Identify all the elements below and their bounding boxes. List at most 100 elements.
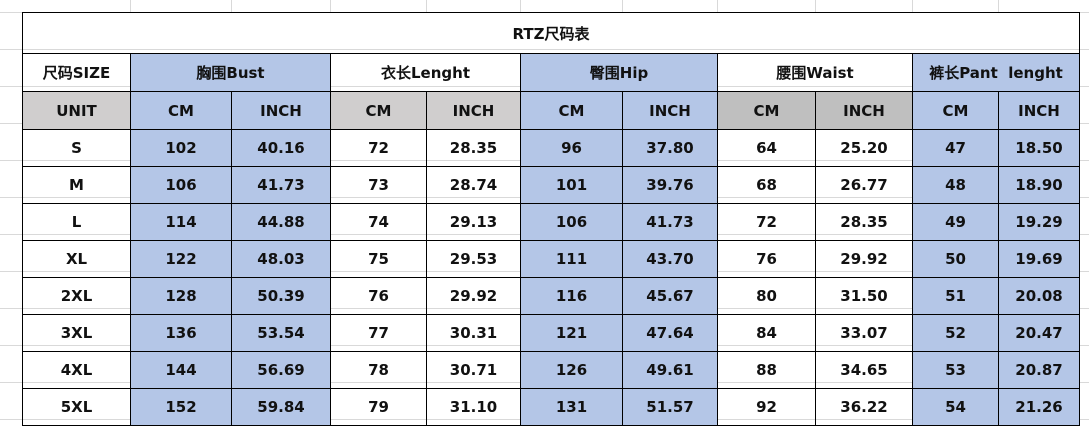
value-cell: 45.67	[622, 277, 718, 315]
value-cell: 28.35	[426, 129, 521, 167]
header-bust: 胸围Bust	[130, 53, 331, 92]
value-cell: 36.22	[815, 388, 913, 426]
table-title: RTZ尺码表	[22, 12, 1080, 54]
value-cell: 43.70	[622, 240, 718, 278]
value-cell: 51.57	[622, 388, 718, 426]
size-chart-table: RTZ尺码表 尺码SIZE 胸围Bust 衣长Lenght 臀围Hip 腰围Wa…	[22, 12, 1080, 426]
value-cell: 28.35	[815, 203, 913, 241]
value-cell: 74	[330, 203, 427, 241]
value-cell: 31.50	[815, 277, 913, 315]
pant-cm: CM	[912, 91, 999, 130]
table-row: S 102 40.16 72 28.35 96 37.80 64 25.20 47 18.50	[22, 129, 1080, 167]
value-cell: 34.65	[815, 351, 913, 389]
length-inch: INCH	[426, 91, 521, 130]
value-cell: 33.07	[815, 314, 913, 352]
value-cell: 76	[330, 277, 427, 315]
value-cell: 73	[330, 166, 427, 204]
value-cell: 114	[130, 203, 232, 241]
value-cell: 64	[717, 129, 816, 167]
value-cell: 72	[330, 129, 427, 167]
value-cell: 30.31	[426, 314, 521, 352]
value-cell: 53	[912, 351, 999, 389]
size-cell: L	[22, 203, 131, 241]
size-cell: XL	[22, 240, 131, 278]
value-cell: 48	[912, 166, 999, 204]
value-cell: 152	[130, 388, 232, 426]
hip-cm: CM	[520, 91, 623, 130]
value-cell: 76	[717, 240, 816, 278]
header-size: 尺码SIZE	[22, 53, 131, 92]
value-cell: 72	[717, 203, 816, 241]
size-cell: 2XL	[22, 277, 131, 315]
value-cell: 28.74	[426, 166, 521, 204]
value-cell: 121	[520, 314, 623, 352]
size-cell: M	[22, 166, 131, 204]
value-cell: 21.26	[998, 388, 1080, 426]
value-cell: 111	[520, 240, 623, 278]
value-cell: 102	[130, 129, 232, 167]
value-cell: 19.69	[998, 240, 1080, 278]
value-cell: 48.03	[231, 240, 331, 278]
value-cell: 29.13	[426, 203, 521, 241]
value-cell: 59.84	[231, 388, 331, 426]
size-cell: S	[22, 129, 131, 167]
value-cell: 84	[717, 314, 816, 352]
value-cell: 75	[330, 240, 427, 278]
value-cell: 25.20	[815, 129, 913, 167]
value-cell: 51	[912, 277, 999, 315]
value-cell: 20.87	[998, 351, 1080, 389]
value-cell: 126	[520, 351, 623, 389]
value-cell: 77	[330, 314, 427, 352]
value-cell: 92	[717, 388, 816, 426]
value-cell: 80	[717, 277, 816, 315]
value-cell: 40.16	[231, 129, 331, 167]
value-cell: 53.54	[231, 314, 331, 352]
table-row: 2XL 128 50.39 76 29.92 116 45.67 80 31.50 51 20.08	[22, 277, 1080, 315]
value-cell: 49	[912, 203, 999, 241]
header-waist: 腰围Waist	[717, 53, 913, 92]
value-cell: 128	[130, 277, 232, 315]
value-cell: 52	[912, 314, 999, 352]
value-cell: 68	[717, 166, 816, 204]
value-cell: 116	[520, 277, 623, 315]
value-cell: 37.80	[622, 129, 718, 167]
table-row: L 114 44.88 74 29.13 106 41.73 72 28.35 49 19.29	[22, 203, 1080, 241]
value-cell: 144	[130, 351, 232, 389]
unit-label: UNIT	[22, 91, 131, 130]
value-cell: 44.88	[231, 203, 331, 241]
size-cell: 4XL	[22, 351, 131, 389]
table-row: XL 122 48.03 75 29.53 111 43.70 76 29.92 50 19.69	[22, 240, 1080, 278]
value-cell: 19.29	[998, 203, 1080, 241]
size-cell: 3XL	[22, 314, 131, 352]
value-cell: 20.08	[998, 277, 1080, 315]
table-row: M 106 41.73 73 28.74 101 39.76 68 26.77 48 18.90	[22, 166, 1080, 204]
size-cell: 5XL	[22, 388, 131, 426]
table-row: 3XL 136 53.54 77 30.31 121 47.64 84 33.07 52 20.47	[22, 314, 1080, 352]
waist-cm: CM	[717, 91, 816, 130]
value-cell: 47.64	[622, 314, 718, 352]
value-cell: 47	[912, 129, 999, 167]
value-cell: 49.61	[622, 351, 718, 389]
value-cell: 78	[330, 351, 427, 389]
value-cell: 31.10	[426, 388, 521, 426]
header-length: 衣长Lenght	[330, 53, 521, 92]
value-cell: 26.77	[815, 166, 913, 204]
value-cell: 18.50	[998, 129, 1080, 167]
value-cell: 54	[912, 388, 999, 426]
table-row: 4XL 144 56.69 78 30.71 126 49.61 88 34.65 53 20.87	[22, 351, 1080, 389]
value-cell: 50.39	[231, 277, 331, 315]
value-cell: 29.92	[815, 240, 913, 278]
value-cell: 39.76	[622, 166, 718, 204]
pant-inch: INCH	[998, 91, 1080, 130]
value-cell: 41.73	[622, 203, 718, 241]
length-cm: CM	[330, 91, 427, 130]
value-cell: 18.90	[998, 166, 1080, 204]
bust-inch: INCH	[231, 91, 331, 130]
value-cell: 131	[520, 388, 623, 426]
bust-cm: CM	[130, 91, 232, 130]
value-cell: 122	[130, 240, 232, 278]
header-pant-length: 裤长Pant lenght	[912, 53, 1080, 92]
value-cell: 88	[717, 351, 816, 389]
value-cell: 106	[130, 166, 232, 204]
value-cell: 29.92	[426, 277, 521, 315]
